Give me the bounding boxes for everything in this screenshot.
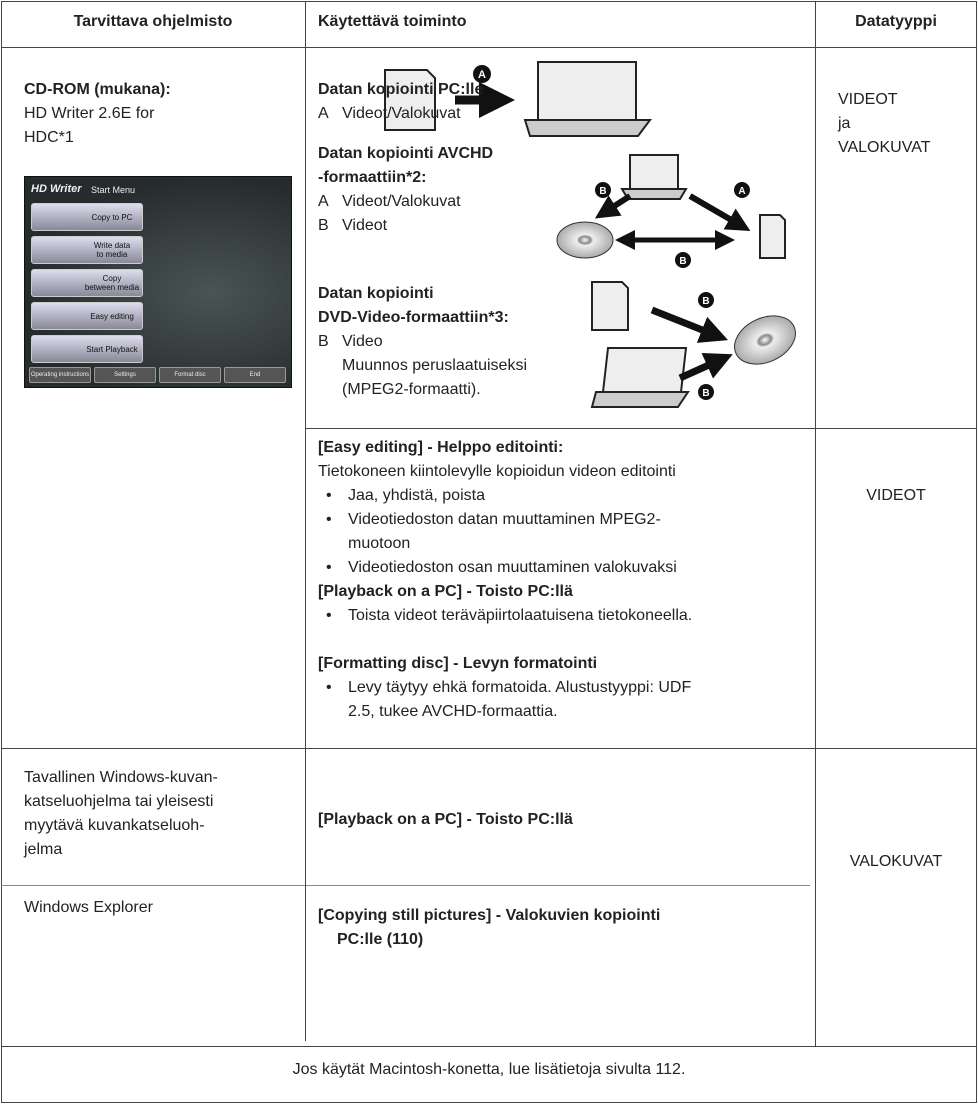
app-button: Copy between media: [31, 269, 143, 297]
item-note: Muunnos peruslaatuiseksi: [342, 357, 527, 374]
badge: A: [478, 69, 486, 81]
datatype: VIDEOT: [838, 91, 898, 108]
function-title: [Playback on a PC] - Toisto PC:llä: [318, 583, 573, 600]
software-text: HD Writer 2.6E for: [24, 105, 155, 122]
app-button: Write data to media: [31, 236, 143, 264]
app-footer-button: End: [224, 367, 286, 383]
badge: A: [738, 186, 745, 197]
footer-note: Jos käytät Macintosh-konetta, lue lisäti…: [292, 1061, 686, 1078]
bullet-text: Jaa, yhdistä, poista: [326, 484, 485, 508]
app-button-label: Operating instructions: [30, 372, 90, 378]
datatype: ja: [838, 115, 851, 132]
software-text: myytävä kuvankatseluoh-: [24, 817, 205, 834]
function-title: Datan kopiointi AVCHD: [318, 145, 494, 162]
border: [976, 1, 977, 1103]
function-title: Datan kopiointi PC:lle: [318, 81, 484, 98]
app-button-label: End: [249, 372, 261, 378]
bullet-text: muotoon: [348, 535, 411, 552]
badge: B: [679, 256, 686, 267]
item-letter: B: [318, 217, 329, 234]
badge: B: [599, 186, 606, 197]
copy-pc-illustration: A: [384, 61, 652, 137]
app-button: Easy editing: [31, 302, 143, 330]
row-line: [1, 748, 977, 749]
item-letter: A: [318, 193, 329, 210]
software-title: CD-ROM (mukana):: [24, 81, 171, 98]
bullet-text: Toista videot teräväpiirtolaatuisena tie…: [326, 604, 692, 628]
bullet-text: Videotiedoston osan muuttaminen valokuva…: [326, 556, 677, 580]
function-title: -formaattiin*2:: [318, 169, 427, 186]
col-line: [305, 1, 306, 1041]
item-letter: B: [318, 333, 329, 350]
software-text: HDC*1: [24, 129, 74, 146]
hd-writer-screenshot: HD Writer Start Menu Copy to PC Write data t…: [24, 176, 292, 388]
app-footer-button: Format disc: [159, 367, 221, 383]
software-text: katseluohjelma tai yleisesti: [24, 793, 214, 810]
function-text: Tietokoneen kiintolevylle kopioidun vide…: [318, 463, 676, 480]
item-text: Video: [342, 333, 383, 350]
border: [1, 1102, 977, 1103]
app-button-label: between media: [84, 283, 140, 292]
avchd-illustration: B A B: [556, 154, 786, 268]
app-button: Start Playback: [31, 335, 143, 363]
item-note: (MPEG2-formaatti).: [342, 381, 481, 398]
function-title: [Copying still pictures] - Valokuvien ko…: [318, 907, 661, 924]
datatype: VIDEOT: [866, 487, 926, 504]
app-button: Copy to PC: [31, 203, 143, 231]
datatype: VALOKUVAT: [849, 853, 943, 870]
item-text: Videot/Valokuvat: [342, 193, 461, 210]
app-button-label: Start Playback: [86, 345, 138, 354]
col-line: [815, 1, 816, 1046]
bullet-text: Videotiedoston datan muuttaminen MPEG2-: [326, 508, 661, 532]
column-header: Tarvittava ohjelmisto: [73, 13, 233, 30]
item-letter: A: [318, 105, 329, 122]
function-title: Datan kopiointi: [318, 285, 434, 302]
app-button-label: to media: [96, 250, 128, 259]
software-text: jelma: [24, 841, 63, 858]
row-line: [1, 885, 810, 886]
app-button-label: Easy editing: [90, 312, 134, 321]
function-title: [Formatting disc] - Levyn formatointi: [318, 655, 598, 672]
app-subtitle: Start Menu: [91, 185, 136, 195]
column-header: Käytettävä toiminto: [318, 13, 467, 30]
datatype: VALOKUVAT: [838, 139, 931, 156]
software-text: Windows Explorer: [24, 899, 153, 916]
row-line: [305, 428, 977, 429]
app-button-label: Settings: [114, 372, 136, 378]
software-text: Tavallinen Windows-kuvan-: [24, 769, 218, 786]
badge: B: [702, 296, 709, 307]
border: [1, 1, 2, 1103]
app-button-label: Copy: [102, 274, 122, 283]
app-button-label: Copy to PC: [91, 213, 133, 222]
function-title: DVD-Video-formaattiin*3:: [318, 309, 509, 326]
app-footer-button: Settings: [94, 367, 156, 383]
row-line: [1, 47, 977, 48]
function-title: [Playback on a PC] - Toisto PC:llä: [318, 811, 573, 828]
app-footer-button: Operating instructions: [29, 367, 91, 383]
function-title: [Easy editing] - Helppo editointi:: [318, 439, 564, 456]
column-header: Datatyyppi: [855, 13, 937, 30]
bullet-text: 2.5, tukee AVCHD-formaattia.: [348, 703, 558, 720]
app-title: HD Writer: [31, 183, 82, 195]
row-line: [1, 1046, 977, 1047]
dvd-illustration: B B: [590, 281, 796, 408]
item-text: Videot/Valokuvat: [342, 105, 461, 122]
bullet-text: Levy täytyy ehkä formatoida. Alustustyyp…: [326, 676, 691, 700]
app-button-label: Format disc: [174, 372, 206, 378]
item-text: Videot: [342, 217, 388, 234]
badge: B: [702, 388, 709, 399]
app-button-label: Write data: [93, 241, 131, 250]
function-title: PC:lle (110): [337, 931, 424, 948]
border: [1, 1, 977, 2]
